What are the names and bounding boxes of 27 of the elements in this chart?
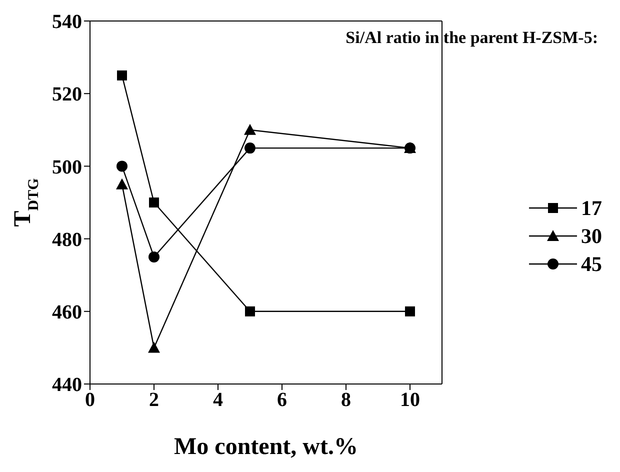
point: [149, 198, 159, 208]
legend-label: 30: [581, 224, 602, 248]
point: [244, 124, 256, 135]
x-tick-label: 2: [149, 389, 159, 412]
y-tick-label: 500: [52, 156, 82, 178]
point: [116, 178, 128, 190]
y-tick-label: 440: [52, 374, 82, 396]
point: [405, 306, 415, 316]
x-axis-title: Mo content, wt.%: [174, 434, 358, 460]
x-tick-label: 4: [213, 389, 223, 412]
y-tick-label: 480: [52, 228, 82, 251]
legend-title: Si/Al ratio in the parent H-ZSM-5:: [346, 28, 598, 48]
y-tick-label: 540: [52, 11, 82, 34]
x-tick-label: 10: [400, 389, 420, 412]
point: [244, 142, 256, 154]
y-tick-label: 460: [52, 302, 82, 324]
legend-label: 45: [581, 252, 602, 276]
point: [148, 342, 160, 353]
point: [116, 160, 128, 172]
x-tick-label: 8: [341, 389, 351, 412]
x-tick-label: 0: [85, 389, 95, 412]
y-tick-label: 520: [52, 84, 82, 106]
point: [245, 306, 255, 316]
legend-label: 17: [581, 196, 602, 220]
x-tick-label: 6: [277, 389, 287, 412]
point: [117, 70, 127, 80]
point: [148, 251, 160, 262]
